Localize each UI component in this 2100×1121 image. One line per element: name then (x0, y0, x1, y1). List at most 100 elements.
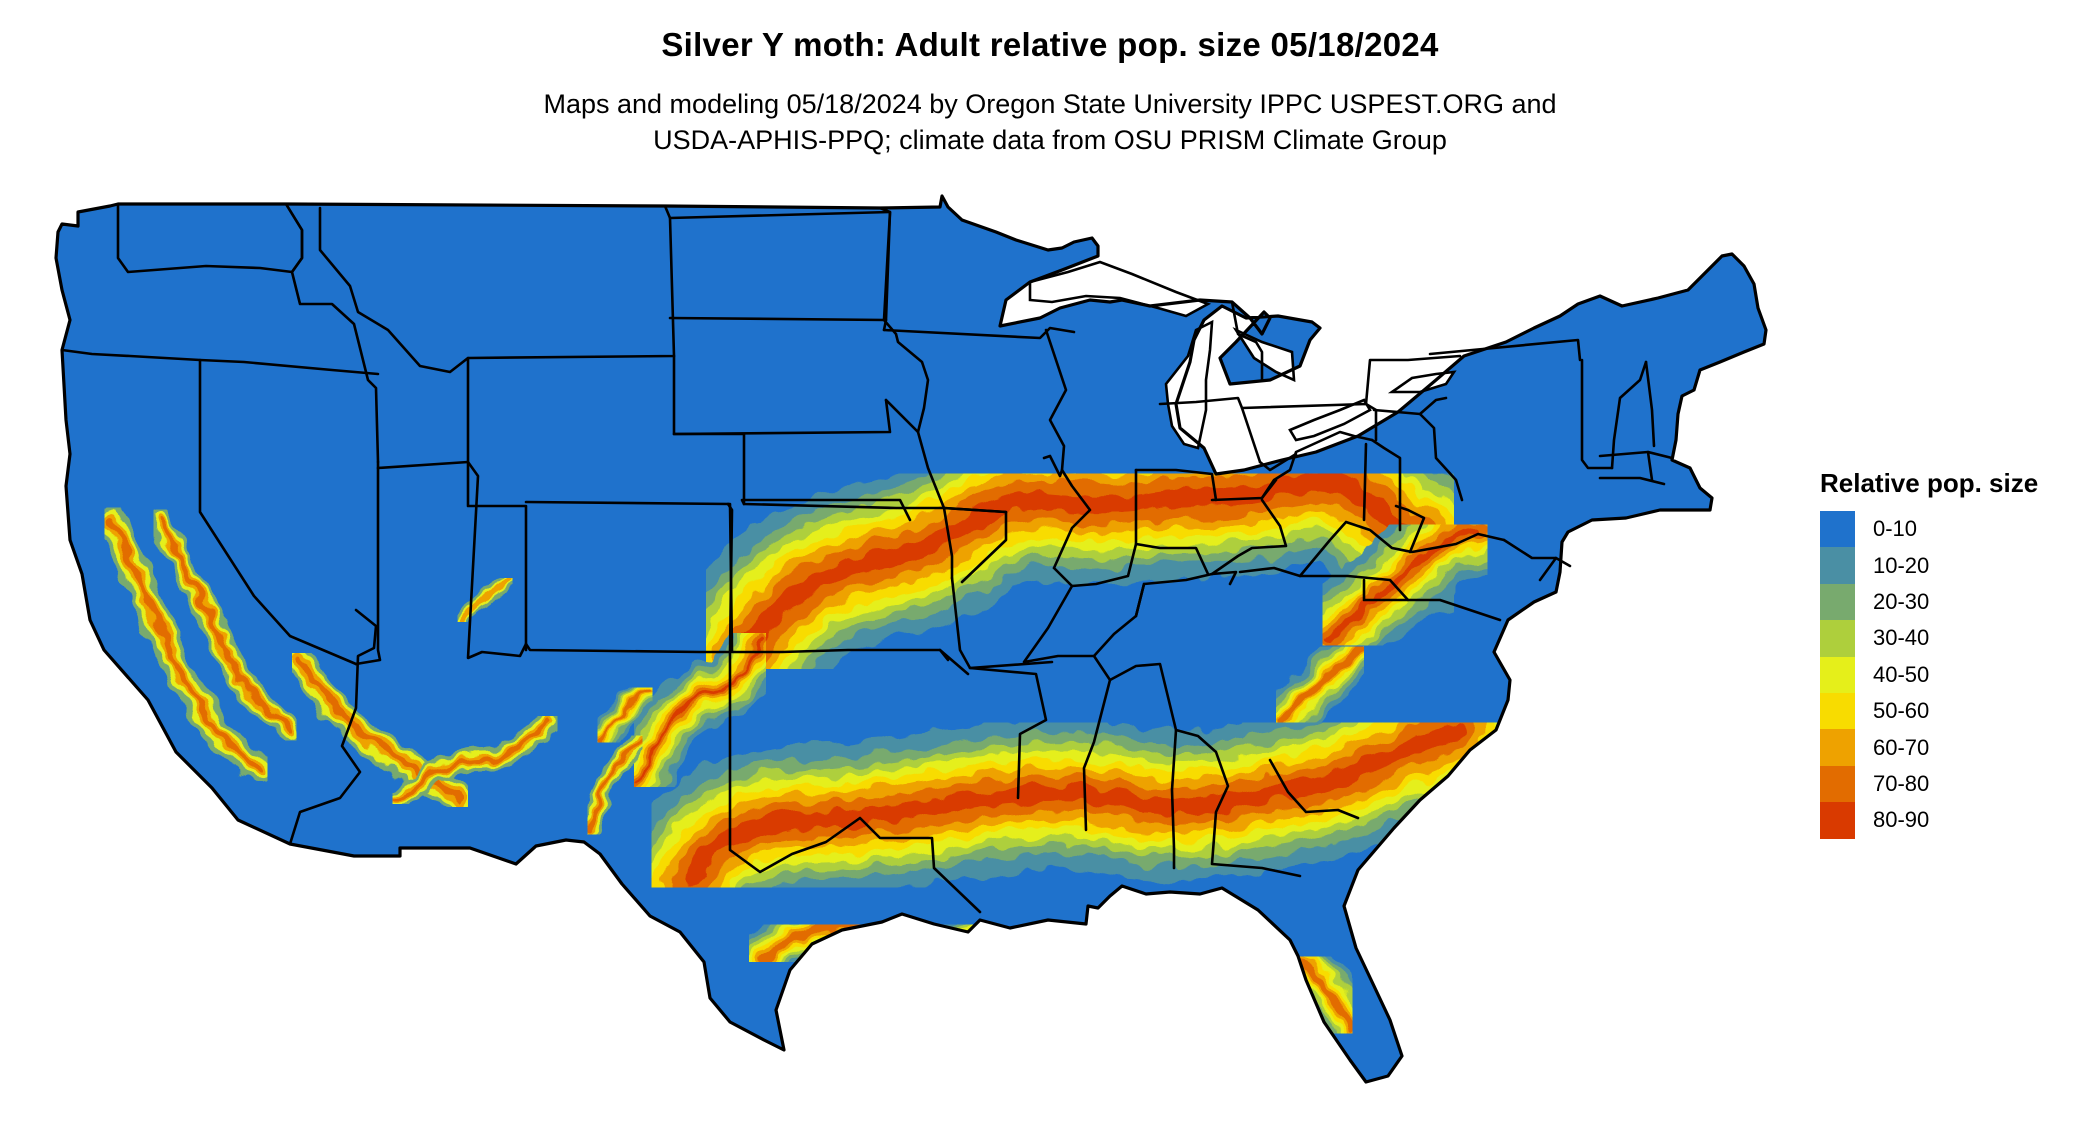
population-contour (1296, 956, 1354, 1034)
population-band (610, 610, 790, 810)
legend-item: 80-90 (1820, 802, 2080, 839)
state-border (1022, 582, 1146, 664)
legend-item: 20-30 (1820, 583, 2080, 621)
state-border (1298, 520, 1506, 578)
state-border (1240, 402, 1378, 442)
legend-item: 10-20 (1820, 547, 2080, 584)
population-band (388, 708, 562, 812)
population-band (580, 730, 650, 840)
state-border (1372, 396, 1448, 416)
population-contour (682, 722, 1468, 888)
state-border (1258, 452, 1298, 472)
state-border (1238, 566, 1410, 602)
legend-label: 10-20 (1873, 552, 1930, 578)
state-border (942, 506, 1008, 584)
state-border (668, 316, 888, 322)
population-contour (598, 688, 652, 742)
state-border (884, 398, 954, 580)
population-contour (109, 517, 263, 773)
legend-label: 40-50 (1873, 661, 1930, 687)
state-border (1158, 396, 1262, 464)
legend-swatch (1820, 765, 1855, 803)
lake-shape (1232, 326, 1296, 383)
state-border (1134, 468, 1210, 576)
legend-label: 0-10 (1873, 516, 1918, 542)
state-border (288, 608, 378, 846)
state-border (1230, 300, 1264, 382)
population-band (615, 655, 1535, 955)
population-contour (638, 638, 762, 782)
lake-shape (1028, 260, 1212, 318)
legend-label: 70-80 (1873, 770, 1930, 796)
state-border (1042, 454, 1064, 478)
state-border (318, 204, 676, 374)
state-border (1210, 498, 1288, 576)
population-band (735, 901, 1005, 985)
legend-swatch (1820, 656, 1855, 693)
state-border (1268, 758, 1360, 820)
state-border (1598, 476, 1666, 486)
state-border (1134, 468, 1218, 502)
legend-item: 60-70 (1820, 729, 2080, 766)
state-border (1364, 354, 1462, 406)
us-outline (54, 194, 1768, 1084)
state-border (938, 648, 970, 676)
state-border (1502, 538, 1572, 568)
state-border (1362, 442, 1368, 522)
population-band (1275, 935, 1375, 1055)
state-border (878, 206, 930, 434)
legend-swatch (1820, 729, 1855, 766)
legend-label: 20-30 (1873, 588, 1930, 614)
state-border (728, 650, 982, 914)
lake-shape (1288, 398, 1372, 442)
legend-swatch (1820, 547, 1855, 584)
state-border (1646, 450, 1654, 482)
population-band (97, 505, 275, 785)
legend-item: 40-50 (1820, 656, 2080, 693)
legend-swatch (1820, 620, 1855, 657)
state-border (354, 466, 382, 666)
legend-title: Relative pop. size (1820, 468, 2039, 498)
legend-swatch (1820, 583, 1855, 621)
state-border (1260, 430, 1374, 500)
state-border (376, 460, 528, 660)
state-border (1134, 570, 1238, 618)
state-border (1418, 412, 1464, 502)
state-border (1644, 360, 1656, 448)
legend-label: 50-60 (1873, 698, 1930, 724)
state-border (1538, 556, 1558, 582)
legend-item: 30-40 (1820, 620, 2080, 657)
state-border (882, 326, 1076, 340)
map-title: Silver Y moth: Adult relative pop. size … (661, 26, 1439, 63)
map-subtitle: Maps and modeling 05/18/2024 by Oregon S… (0, 86, 2100, 158)
population-contour (588, 738, 642, 832)
legend-item: 0-10 (1820, 511, 2080, 548)
state-border (1394, 504, 1426, 554)
population-band (1285, 485, 1525, 685)
state-border (740, 498, 912, 522)
legend-label: 60-70 (1873, 734, 1930, 760)
state-border (1580, 358, 1614, 470)
state-border (672, 398, 892, 436)
population-contour (1327, 527, 1483, 643)
legend: Relative pop. size 0-10 10-20 20-30 30-40 40… (1820, 468, 2080, 839)
state-border (1052, 542, 1138, 588)
state-border (466, 356, 528, 652)
legend-item: 50-60 (1820, 692, 2080, 730)
state-boundaries (60, 202, 1674, 914)
state-border (1370, 438, 1402, 532)
legend-label: 80-90 (1873, 807, 1930, 833)
population-contour (457, 577, 513, 623)
state-border (1362, 578, 1502, 622)
subtitle-line-2: USDA-APHIS-PPQ; climate data from OSU PR… (653, 125, 1447, 155)
population-band (1255, 625, 1385, 745)
population-contour (157, 517, 293, 733)
state-border (968, 666, 1048, 800)
state-border (1610, 360, 1648, 470)
population-band (585, 675, 665, 755)
state-border (950, 576, 1054, 670)
state-border (1428, 338, 1582, 362)
us-landmass (56, 196, 1766, 1082)
